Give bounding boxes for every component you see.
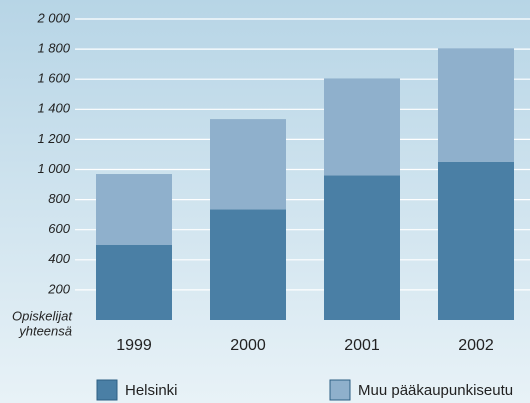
y-tick-label: 600 [48, 221, 70, 236]
y-tick-label: 1 800 [37, 41, 70, 56]
y-tick-label: 1 200 [37, 131, 70, 146]
y-tick-label: 1 000 [37, 161, 70, 176]
legend-swatch [96, 379, 118, 401]
bar-segment [210, 209, 286, 320]
x-tick-label: 1999 [116, 337, 152, 354]
bar-segment [96, 174, 172, 245]
legend-label: Helsinki [125, 382, 178, 399]
y-axis-label: yhteensä [18, 323, 72, 338]
x-tick-label: 2001 [344, 337, 380, 354]
bar-segment [438, 48, 514, 162]
legend-label: Muu pääkaupunkiseutu [358, 382, 513, 399]
y-tick-label: 1 400 [37, 101, 70, 116]
bar-segment [324, 78, 400, 176]
bar-segment [438, 161, 514, 320]
bar-segment [96, 244, 172, 320]
bar-segment [210, 119, 286, 210]
y-tick-label: 1 600 [37, 71, 70, 86]
y-tick-label: 200 [47, 281, 70, 296]
y-axis-label: Opiskelijat [12, 308, 73, 323]
legend-swatch [329, 379, 351, 401]
x-tick-label: 2002 [458, 337, 494, 354]
y-tick-label: 2 000 [36, 10, 70, 25]
x-tick-label: 2000 [230, 337, 266, 354]
y-tick-label: 800 [48, 191, 70, 206]
y-tick-label: 400 [48, 251, 70, 266]
bar-segment [324, 175, 400, 320]
